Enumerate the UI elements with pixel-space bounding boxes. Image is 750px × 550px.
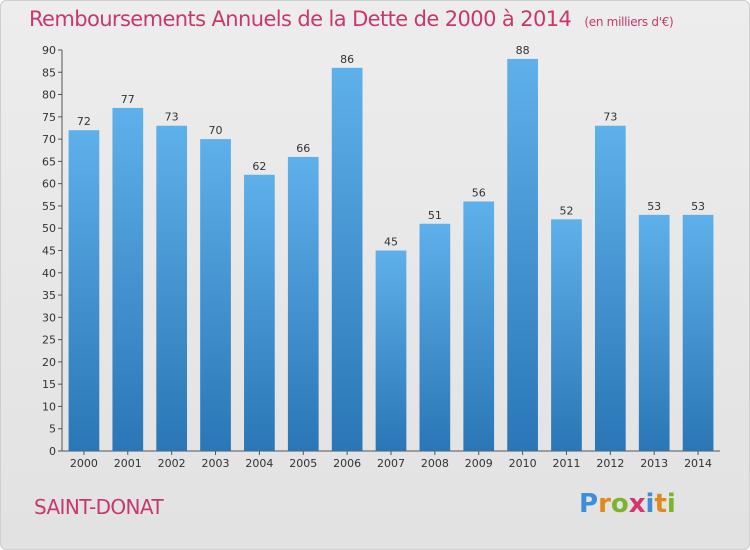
data-label: 53 bbox=[691, 200, 705, 213]
y-tick-label: 75 bbox=[42, 111, 56, 124]
x-tick-label: 2010 bbox=[509, 457, 537, 470]
bar-2004 bbox=[244, 174, 275, 451]
x-tick-label: 2006 bbox=[333, 457, 361, 470]
x-tick-label: 2004 bbox=[245, 457, 273, 470]
data-label: 72 bbox=[77, 115, 91, 128]
x-tick-label: 2005 bbox=[289, 457, 317, 470]
data-label: 70 bbox=[209, 124, 223, 137]
data-label: 51 bbox=[428, 209, 442, 222]
y-tick-label: 10 bbox=[42, 400, 56, 413]
y-tick-label: 60 bbox=[42, 178, 56, 191]
title-row: Remboursements Annuels de la Dette de 20… bbox=[29, 7, 674, 31]
y-tick-label: 5 bbox=[49, 423, 56, 436]
y-tick-label: 70 bbox=[42, 133, 56, 146]
y-tick-label: 20 bbox=[42, 356, 56, 369]
y-tick-label: 40 bbox=[42, 267, 56, 280]
y-tick-label: 0 bbox=[49, 445, 56, 458]
bar-2007 bbox=[375, 250, 407, 451]
y-tick-label: 25 bbox=[42, 334, 56, 347]
bar-2011 bbox=[551, 219, 582, 451]
bar-2014 bbox=[682, 214, 714, 451]
data-label: 86 bbox=[340, 53, 354, 66]
y-tick-label: 50 bbox=[42, 222, 56, 235]
bar-2008 bbox=[419, 223, 451, 451]
x-tick-label: 2009 bbox=[465, 457, 493, 470]
chart-subtitle: (en milliers d'€) bbox=[584, 15, 674, 29]
y-tick-label: 45 bbox=[42, 245, 56, 258]
x-tick-label: 2011 bbox=[552, 457, 580, 470]
bar-2010 bbox=[507, 58, 538, 452]
data-label: 56 bbox=[472, 186, 486, 199]
x-tick-label: 2012 bbox=[596, 457, 624, 470]
data-label: 52 bbox=[559, 204, 573, 217]
place-name: SAINT-DONAT bbox=[34, 495, 164, 519]
logo-letter: x bbox=[628, 489, 646, 519]
y-tick-label: 30 bbox=[42, 311, 56, 324]
data-label: 73 bbox=[165, 111, 179, 124]
data-label: 73 bbox=[603, 111, 617, 124]
y-tick-label: 80 bbox=[42, 89, 56, 102]
x-tick-label: 2007 bbox=[377, 457, 405, 470]
logo-letter: o bbox=[610, 489, 629, 519]
bar-2000 bbox=[68, 130, 100, 451]
y-tick-label: 85 bbox=[42, 66, 56, 79]
y-tick-label: 90 bbox=[42, 44, 56, 57]
y-tick-label: 15 bbox=[42, 378, 56, 391]
bar-2009 bbox=[463, 201, 495, 451]
x-tick-label: 2014 bbox=[684, 457, 712, 470]
bar-2006 bbox=[331, 67, 363, 452]
data-label: 45 bbox=[384, 236, 398, 249]
bar-2012 bbox=[594, 125, 626, 451]
x-tick-label: 2013 bbox=[640, 457, 668, 470]
logo-letter: P bbox=[579, 489, 599, 519]
y-tick-label: 65 bbox=[42, 155, 56, 168]
bar-2002 bbox=[156, 125, 188, 451]
y-tick-label: 35 bbox=[42, 289, 56, 302]
proxiti-logo[interactable]: Proxiti bbox=[579, 489, 676, 519]
logo-letter: t bbox=[654, 489, 667, 519]
logo-letter: i bbox=[645, 489, 655, 519]
bar-2003 bbox=[200, 139, 231, 451]
data-label: 53 bbox=[647, 200, 661, 213]
chart-title: Remboursements Annuels de la Dette de 20… bbox=[29, 7, 572, 31]
x-tick-label: 2002 bbox=[158, 457, 186, 470]
x-tick-label: 2003 bbox=[202, 457, 230, 470]
logo-letter: i bbox=[666, 489, 676, 519]
data-label: 77 bbox=[121, 93, 135, 106]
data-label: 66 bbox=[296, 142, 310, 155]
data-label: 62 bbox=[252, 160, 266, 173]
bar-2013 bbox=[638, 214, 670, 451]
x-tick-label: 2001 bbox=[114, 457, 142, 470]
y-tick-label: 55 bbox=[42, 200, 56, 213]
bar-2001 bbox=[112, 107, 144, 451]
data-label: 88 bbox=[516, 44, 530, 57]
x-tick-label: 2008 bbox=[421, 457, 449, 470]
logo-letter: r bbox=[598, 489, 611, 519]
x-tick-label: 2000 bbox=[70, 457, 98, 470]
axes: 0 5 10 15 20 25 30 35 40 45 50 55 60 65 70 75 80 85 90 2000… bbox=[42, 44, 720, 470]
bar-2005 bbox=[287, 156, 319, 451]
bars: 72 77 73 70 62 66 86 45 51 56 88 52 73 53 53 bbox=[68, 44, 714, 452]
